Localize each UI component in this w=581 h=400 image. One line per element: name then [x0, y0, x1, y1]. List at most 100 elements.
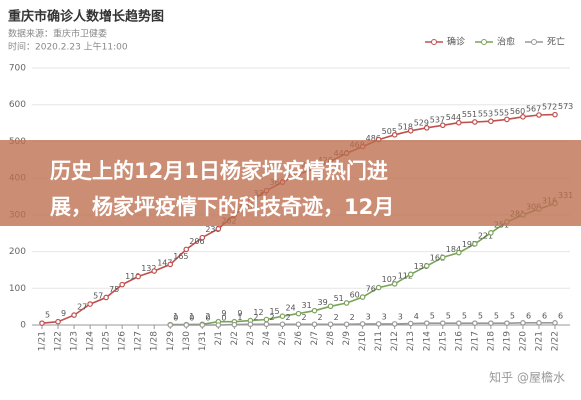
point — [504, 320, 510, 326]
x-tick-label: 2/22 — [551, 331, 561, 351]
point — [343, 300, 350, 306]
point — [423, 263, 430, 269]
value-label: 165 — [173, 252, 188, 261]
value-label: 238 — [205, 225, 220, 234]
point — [391, 281, 398, 287]
point — [472, 320, 478, 326]
point — [472, 241, 478, 247]
point — [407, 271, 414, 278]
value-label: 60 — [350, 290, 360, 299]
x-tick-label: 1/21 — [38, 331, 48, 351]
value-label: 5 — [446, 312, 451, 321]
point — [295, 310, 302, 317]
legend-label: 治愈 — [497, 36, 515, 48]
point — [520, 319, 526, 326]
y-tick-label: 600 — [9, 100, 26, 110]
point — [456, 249, 462, 256]
point — [423, 125, 430, 131]
point — [552, 111, 558, 118]
x-tick-label: 2/17 — [470, 331, 480, 351]
point — [343, 321, 350, 328]
x-tick-label: 2/10 — [358, 331, 368, 351]
chart-subtitle: 时间：2020.2.23 上午11:00 — [8, 41, 128, 53]
value-label: 537 — [430, 115, 445, 124]
x-tick-label: 2/6 — [294, 331, 304, 346]
x-tick-label: 2/2 — [230, 331, 240, 345]
x-tick-label: 1/30 — [182, 331, 192, 351]
point — [231, 321, 238, 328]
x-tick-label: 2/11 — [374, 331, 384, 351]
point — [263, 316, 270, 323]
x-tick-label: 2/8 — [326, 331, 336, 346]
point — [488, 118, 494, 125]
value-label: 112 — [398, 271, 413, 280]
y-tick-label: 100 — [9, 284, 26, 294]
point — [488, 320, 494, 326]
value-label: 553 — [478, 109, 493, 118]
value-label: 206 — [189, 237, 204, 246]
value-label: 161 — [430, 253, 445, 262]
legend-label: 死亡 — [547, 36, 565, 48]
point — [407, 320, 414, 327]
x-tick-label: 1/25 — [102, 331, 112, 351]
point — [71, 312, 77, 318]
value-label: 2 — [334, 313, 339, 322]
point — [215, 322, 222, 328]
point — [263, 321, 270, 328]
value-label: 110 — [125, 272, 140, 281]
value-label: 5 — [462, 312, 467, 321]
x-tick-label: 2/7 — [310, 331, 320, 345]
value-label: 138 — [414, 262, 429, 271]
point — [456, 119, 462, 126]
point — [536, 319, 542, 326]
value-label: 5 — [478, 312, 483, 321]
value-label: 1 — [173, 312, 178, 321]
point — [456, 320, 462, 326]
point — [391, 321, 398, 327]
value-label: 2 — [253, 313, 258, 322]
point — [359, 294, 366, 300]
point — [167, 322, 174, 328]
point — [311, 307, 318, 314]
point — [407, 127, 414, 134]
value-label: 221 — [478, 231, 493, 240]
value-label: 1 — [189, 312, 194, 321]
x-tick-label: 1/27 — [134, 331, 144, 351]
value-label: 76 — [366, 285, 376, 294]
point — [327, 321, 334, 328]
legend-marker — [481, 39, 487, 45]
point — [167, 261, 174, 268]
value-label: 567 — [526, 104, 541, 113]
point — [119, 281, 125, 288]
x-tick-label: 1/24 — [86, 331, 96, 351]
x-tick-label: 2/15 — [438, 331, 448, 351]
point — [183, 246, 190, 253]
point — [327, 303, 334, 310]
x-tick-label: 1/28 — [150, 331, 160, 351]
y-tick-label: 200 — [9, 247, 26, 257]
value-label: 0 — [189, 314, 194, 323]
point — [488, 230, 494, 236]
x-tick-label: 2/5 — [278, 331, 288, 345]
value-label: 5 — [45, 311, 50, 320]
point — [279, 313, 286, 319]
point — [215, 226, 222, 232]
value-label: 15 — [269, 307, 279, 316]
x-tick-label: 1/22 — [54, 331, 64, 351]
x-tick-label: 2/20 — [518, 331, 528, 351]
point — [39, 320, 45, 326]
x-tick-label: 1/26 — [118, 331, 128, 351]
value-label: 3 — [382, 312, 387, 321]
value-label: 0 — [205, 314, 210, 323]
legend-marker — [531, 39, 537, 45]
value-label: 9 — [221, 309, 226, 318]
point — [311, 321, 318, 328]
x-tick-label: 2/3 — [246, 331, 256, 345]
point — [391, 132, 398, 138]
y-tick-label: 0 — [20, 321, 26, 331]
value-label: 2 — [302, 313, 307, 322]
x-tick-label: 2/14 — [422, 331, 432, 351]
point — [520, 114, 526, 120]
value-label: 5 — [510, 312, 515, 321]
value-label: 572 — [542, 102, 557, 111]
